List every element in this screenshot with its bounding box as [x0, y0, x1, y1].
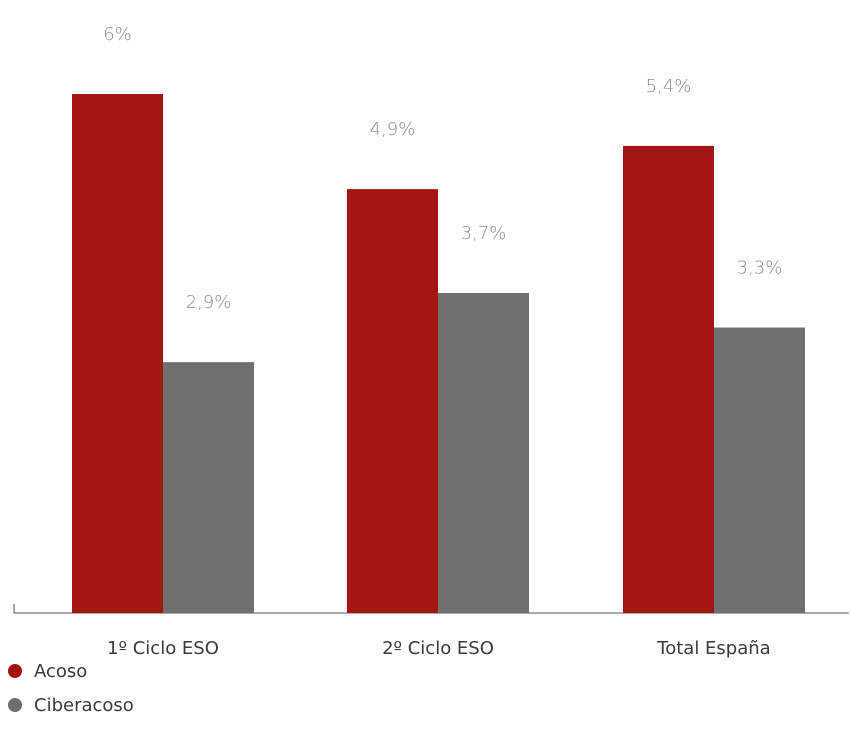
data-label-acoso-3: 5,4%	[646, 76, 692, 97]
legend-label-ciberacoso: Ciberacoso	[34, 694, 134, 716]
bar-acoso-1	[72, 94, 163, 613]
bar-ciberacoso-3	[714, 327, 805, 613]
x-tick-label-3: Total España	[656, 638, 770, 659]
data-label-ciberacoso-1: 2,9%	[186, 292, 232, 313]
legend-label-acoso: Acoso	[34, 660, 88, 682]
bar-chart: 6% 2,9% 4,9% 3,7% 5,4% 3,3% 1º Ciclo ESO 2º Ci…	[13, 24, 849, 659]
legend-item-ciberacoso: Ciberacoso	[8, 688, 134, 722]
x-tick-label-1: 1º Ciclo ESO	[107, 638, 219, 659]
bar-ciberacoso-2	[438, 292, 529, 613]
data-label-ciberacoso-3: 3,3%	[737, 258, 783, 279]
legend: Acoso Ciberacoso	[8, 654, 134, 722]
bar-ciberacoso-1	[163, 362, 254, 613]
data-label-acoso-2: 4,9%	[370, 119, 416, 140]
legend-swatch-acoso	[8, 664, 22, 678]
bar-acoso-2	[347, 189, 438, 613]
bar-acoso-3	[623, 145, 714, 613]
legend-item-acoso: Acoso	[8, 654, 134, 688]
data-label-ciberacoso-2: 3,7%	[461, 223, 507, 244]
legend-swatch-ciberacoso	[8, 698, 22, 712]
x-tick-label-2: 2º Ciclo ESO	[382, 638, 494, 659]
data-label-acoso-1: 6%	[103, 24, 132, 45]
x-axis-line	[13, 604, 849, 614]
